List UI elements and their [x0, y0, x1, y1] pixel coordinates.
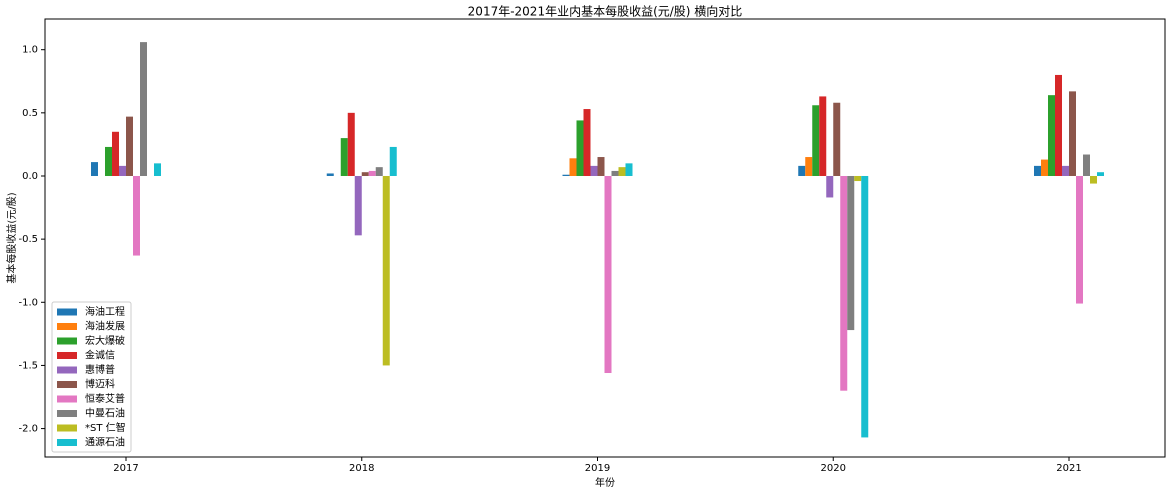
- bar: [112, 131, 119, 176]
- bar: [576, 120, 584, 176]
- legend-swatch: [57, 366, 77, 374]
- legend-label: 中曼石油: [85, 407, 125, 420]
- legend-label: 博迈科: [85, 378, 115, 391]
- bar: [140, 42, 147, 176]
- y-axis-label: 基本每股收益(元/股): [5, 192, 18, 283]
- bar: [347, 112, 355, 176]
- legend-label: *ST 仁智: [85, 421, 126, 434]
- y-tick-label: -2.0: [18, 424, 38, 435]
- bar: [569, 158, 577, 176]
- bar: [618, 167, 626, 176]
- bar: [91, 162, 98, 176]
- plot-frame: [44, 18, 1166, 458]
- bar: [126, 116, 133, 176]
- bar: [833, 102, 841, 176]
- bar: [1034, 165, 1041, 176]
- bar: [154, 163, 161, 176]
- bar: [368, 170, 376, 176]
- x-axis-label: 年份: [595, 476, 615, 489]
- bar: [597, 157, 605, 176]
- bar: [375, 167, 383, 176]
- bar: [389, 146, 397, 176]
- legend-swatch: [57, 381, 77, 388]
- bar: [583, 109, 591, 176]
- bar: [826, 175, 834, 198]
- bar: [840, 175, 848, 391]
- bar: [382, 175, 390, 366]
- x-tick-label: 2019: [585, 463, 610, 474]
- bar: [133, 175, 140, 256]
- legend-swatch: [57, 395, 77, 403]
- bar: [354, 175, 362, 236]
- bar: [611, 170, 619, 176]
- legend-swatch: [57, 410, 77, 417]
- legend-label: 恒泰艾普: [85, 392, 125, 405]
- bar: [1048, 95, 1055, 176]
- legend-label: 海油工程: [85, 305, 125, 318]
- legend-label: 惠博普: [85, 363, 115, 376]
- y-tick-label: 0.5: [22, 108, 38, 119]
- bar: [854, 175, 862, 182]
- y-tick-label: -1.5: [18, 360, 38, 371]
- x-tick-label: 2018: [349, 463, 374, 474]
- legend-swatch: [57, 323, 77, 330]
- bar: [1090, 175, 1097, 184]
- legend-swatch: [57, 337, 77, 345]
- legend-swatch: [57, 439, 77, 446]
- bar: [1069, 91, 1076, 176]
- bar: [1076, 175, 1083, 304]
- bar: [805, 157, 813, 176]
- bar: [361, 172, 369, 176]
- x-tick-label: 2021: [1056, 463, 1081, 474]
- bar: [812, 105, 820, 176]
- bar: [1055, 74, 1062, 176]
- legend-swatch: [57, 424, 77, 432]
- bar: [340, 138, 348, 176]
- legend-swatch: [57, 308, 77, 316]
- bar: [1097, 172, 1104, 176]
- bar: [105, 146, 112, 176]
- bar: [119, 165, 126, 176]
- y-tick-label: 0.0: [22, 171, 38, 182]
- bar: [847, 175, 855, 331]
- bar: [798, 165, 806, 176]
- y-tick-label: 1.0: [22, 45, 38, 56]
- bar: [562, 174, 570, 176]
- bar: [1083, 154, 1090, 176]
- legend-label: 宏大爆破: [85, 334, 125, 347]
- legend-swatch: [57, 352, 77, 359]
- bar: [604, 175, 612, 374]
- legend-label: 金诚信: [85, 349, 115, 362]
- bar: [590, 165, 598, 176]
- bar: [1041, 159, 1048, 176]
- bar: [625, 163, 633, 176]
- legend-label: 通源石油: [85, 436, 125, 449]
- y-tick-label: -1.0: [18, 297, 38, 308]
- chart-title: 2017年-2021年业内基本每股收益(元/股) 横向对比: [468, 4, 743, 19]
- bar: [819, 96, 827, 176]
- bar: [326, 173, 334, 176]
- x-tick-label: 2020: [821, 463, 846, 474]
- bar: [861, 175, 869, 438]
- bar: [1062, 165, 1069, 176]
- legend-label: 海油发展: [85, 320, 125, 333]
- y-tick-label: -0.5: [18, 234, 38, 245]
- x-tick-label: 2017: [113, 463, 138, 474]
